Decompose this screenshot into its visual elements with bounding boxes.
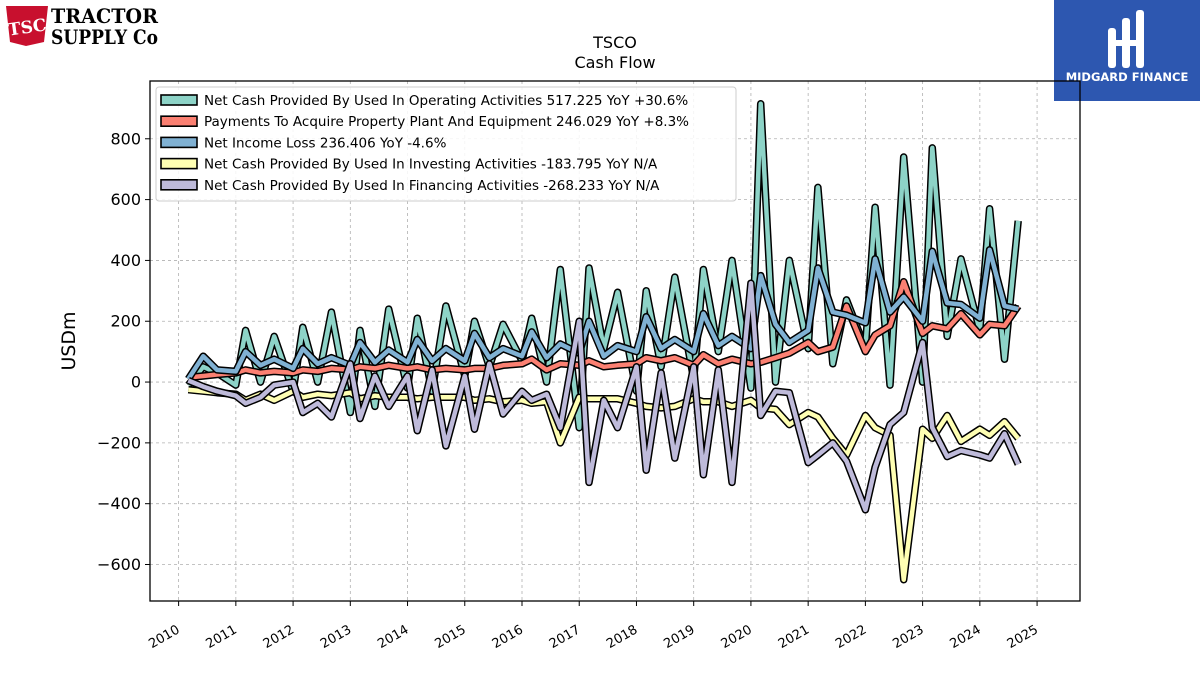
legend: Net Cash Provided By Used In Operating A… <box>155 86 737 202</box>
legend-item: Net Income Loss 236.406 YoY -4.6% <box>160 135 447 151</box>
tsc-shield-icon <box>6 6 48 46</box>
tsc-wordmark-line2: SUPPLY Co <box>51 25 158 48</box>
x-tick-label: 2012 <box>261 622 297 652</box>
x-tick-label: 2019 <box>661 622 697 652</box>
y-tick-label: 600 <box>110 190 141 209</box>
x-tick-label: 2018 <box>604 622 640 652</box>
legend-item: Payments To Acquire Property Plant And E… <box>160 114 689 130</box>
y-tick-label: 0 <box>131 373 141 392</box>
legend-label: Net Income Loss 236.406 YoY -4.6% <box>204 135 447 151</box>
legend-label: Net Cash Provided By Used In Operating A… <box>204 93 688 109</box>
x-axis-ticks: 2010 2011 2012 2013 2014 2015 2016 2017 2018 2019… <box>146 601 1041 652</box>
legend-item: Net Cash Provided By Used In Investing A… <box>160 157 658 173</box>
x-tick-label: 2021 <box>776 622 812 652</box>
legend-label: Net Cash Provided By Used In Investing A… <box>204 157 658 173</box>
y-tick-label: 400 <box>110 251 141 270</box>
legend-label: Payments To Acquire Property Plant And E… <box>204 114 689 130</box>
chart-subtitle: Cash Flow <box>574 53 655 72</box>
y-tick-label: −200 <box>97 433 141 452</box>
y-tick-label: 200 <box>110 312 141 331</box>
tractor-supply-logo: TSC TRACTOR SUPPLY Co <box>6 4 158 48</box>
legend-swatch <box>160 115 198 127</box>
midgard-finance-logo: MIDGARD FINANCE <box>1054 0 1200 101</box>
series-lines <box>185 100 1022 584</box>
series-line <box>188 279 1021 380</box>
series-2 <box>185 246 1020 382</box>
legend-item: Net Cash Provided By Used In Financing A… <box>160 178 660 194</box>
x-tick-label: 2025 <box>1005 622 1041 652</box>
x-tick-label: 2013 <box>318 622 354 652</box>
y-axis-label: USDm <box>58 311 80 370</box>
x-tick-label: 2020 <box>719 622 755 652</box>
series-line <box>186 247 1019 381</box>
chart-title: TSCO <box>592 33 637 52</box>
x-tick-label: 2016 <box>490 622 526 652</box>
legend-swatch <box>160 136 198 149</box>
x-tick-label: 2010 <box>146 622 182 652</box>
y-axis-ticks: −600 −400 −200 0 200 400 600 800 <box>97 129 150 574</box>
series-4 <box>186 279 1022 514</box>
y-tick-label: −400 <box>97 494 141 513</box>
legend-swatch <box>160 157 198 170</box>
x-tick-label: 2024 <box>948 622 984 652</box>
x-tick-label: 2014 <box>375 622 411 652</box>
y-tick-label: −600 <box>97 555 141 574</box>
legend-box <box>155 86 737 202</box>
x-tick-label: 2017 <box>547 622 583 652</box>
legend-item: Net Cash Provided By Used In Operating A… <box>160 93 688 109</box>
midgard-wordmark: MIDGARD FINANCE <box>1066 70 1189 84</box>
x-tick-label: 2011 <box>204 622 240 652</box>
legend-label: Net Cash Provided By Used In Financing A… <box>204 178 660 194</box>
tsc-wordmark-line1: TRACTOR <box>51 4 158 28</box>
x-tick-label: 2015 <box>432 622 468 652</box>
series-1 <box>187 277 1022 382</box>
legend-swatch <box>160 179 198 191</box>
legend-swatch <box>160 94 198 106</box>
plot-frame <box>149 80 1081 602</box>
y-tick-label: 800 <box>110 129 141 148</box>
midgard-emblem-icon <box>1108 10 1144 68</box>
x-tick-label: 2023 <box>890 622 926 652</box>
series-line <box>187 280 1021 513</box>
x-tick-label: 2022 <box>833 622 869 652</box>
